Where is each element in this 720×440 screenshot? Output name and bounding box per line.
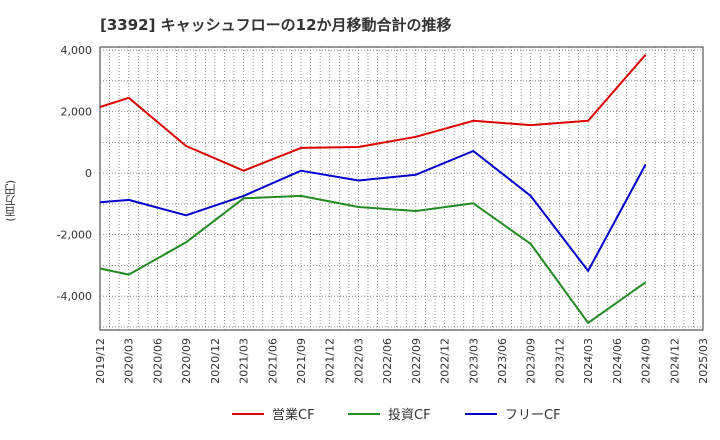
x-tick-label: 2024/09	[640, 338, 653, 384]
y-tick-label: 0	[85, 167, 92, 180]
x-tick-label: 2024/12	[668, 338, 681, 384]
x-tick-label: 2021/12	[324, 338, 337, 384]
x-tick-label: 2022/03	[352, 338, 365, 384]
x-tick-label: 2020/12	[209, 338, 222, 384]
series-line-3	[99, 150, 647, 272]
x-tick-label: 2020/03	[123, 338, 136, 384]
x-tick-label: 2022/06	[381, 338, 394, 384]
x-tick-label: 2020/06	[151, 338, 164, 384]
y-tick-label: -4,000	[57, 290, 92, 303]
series-line-2	[99, 194, 647, 324]
x-tick-label: 2023/06	[496, 338, 509, 384]
legend: 営業CF 投資CF フリーCF	[232, 407, 561, 423]
series-line-1	[99, 54, 647, 172]
x-tick-label: 2021/06	[266, 338, 279, 384]
x-tick-label: 2024/06	[611, 338, 624, 384]
legend-label-2: 投資CF	[388, 407, 431, 423]
grid-lines	[100, 47, 703, 330]
legend-label-3: フリーCF	[505, 408, 561, 423]
x-tick-label: 2023/03	[467, 338, 480, 384]
x-axis-ticks: 2019/12 2020/03 2020/06 2020/09 2020/12 2021/…	[94, 338, 710, 384]
y-axis-ticks: 4,000 2,000 0 -2,000 -4,000	[57, 44, 92, 303]
x-tick-label: 2021/03	[238, 338, 251, 384]
x-tick-label: 2019/12	[94, 338, 107, 384]
y-tick-label: 2,000	[61, 106, 93, 119]
x-tick-label: 2022/09	[410, 338, 423, 384]
y-tick-label: 4,000	[61, 44, 93, 57]
chart-title: [3392] キャッシュフローの12か月移動合計の推移	[100, 16, 452, 34]
x-tick-label: 2025/03	[697, 338, 710, 384]
series-lines	[99, 54, 647, 324]
x-tick-label: 2023/09	[525, 338, 538, 384]
legend-label-1: 営業CF	[272, 407, 315, 423]
plot-frame	[99, 46, 704, 331]
plot-area	[99, 46, 704, 331]
x-tick-label: 2023/12	[553, 338, 566, 384]
x-tick-label: 2021/09	[295, 338, 308, 384]
x-tick-label: 2024/03	[582, 338, 595, 384]
x-tick-label: 2022/12	[439, 338, 452, 384]
x-tick-label: 2020/09	[180, 338, 193, 384]
y-tick-label: -2,000	[57, 229, 92, 242]
